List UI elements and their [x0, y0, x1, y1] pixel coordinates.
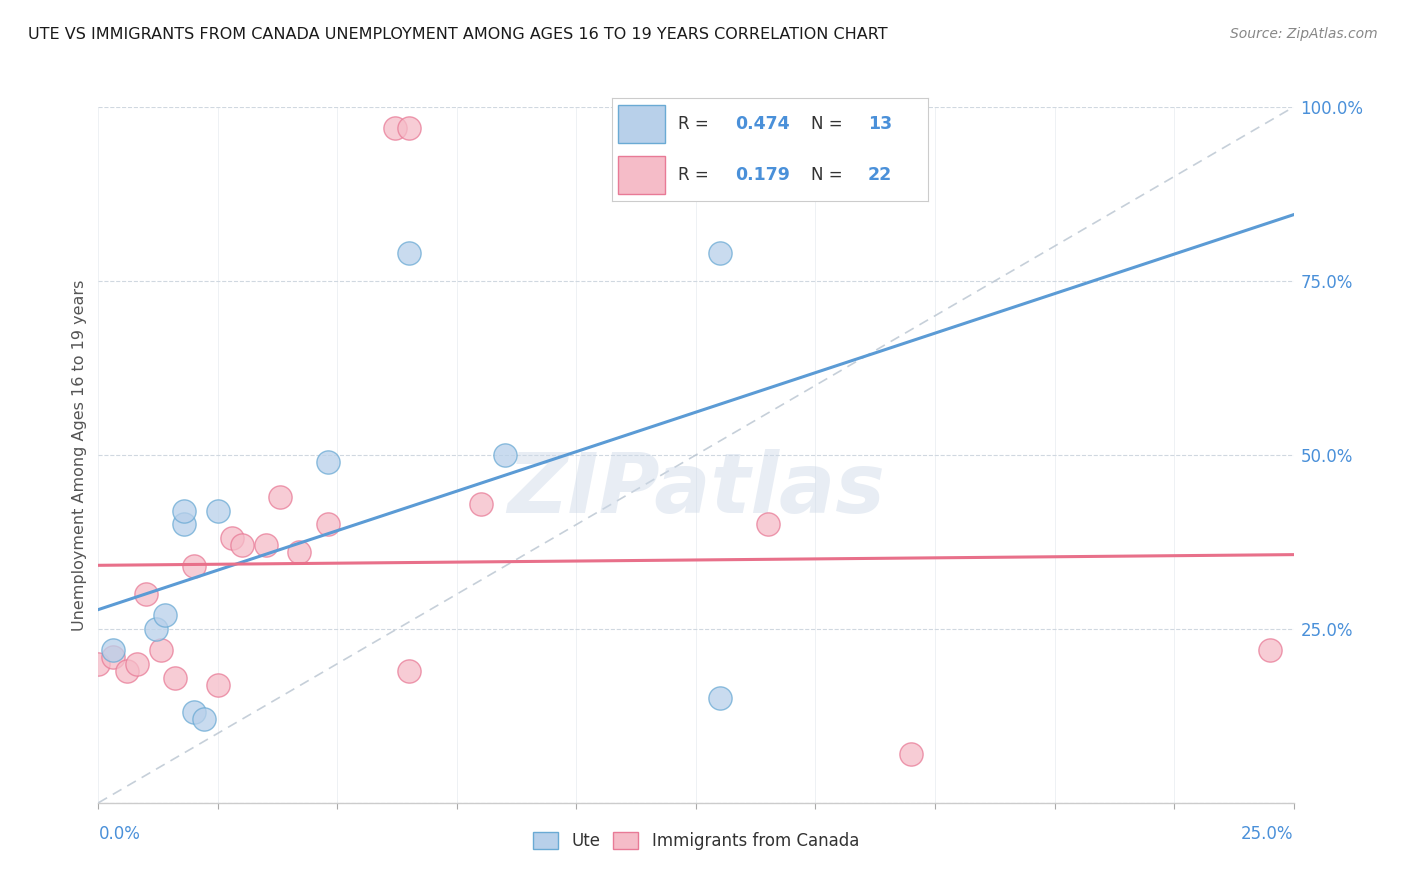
Point	[173, 503, 195, 517]
Point	[269, 490, 291, 504]
FancyBboxPatch shape	[619, 155, 665, 194]
Point	[1258, 642, 1281, 657]
Text: ZIPatlas: ZIPatlas	[508, 450, 884, 530]
Text: UTE VS IMMIGRANTS FROM CANADA UNEMPLOYMENT AMONG AGES 16 TO 19 YEARS CORRELATION: UTE VS IMMIGRANTS FROM CANADA UNEMPLOYME…	[28, 27, 887, 42]
Text: 25.0%: 25.0%	[1241, 825, 1294, 843]
Text: N =: N =	[811, 166, 848, 184]
Point	[173, 517, 195, 532]
Point	[87, 657, 110, 671]
Point	[288, 545, 311, 559]
Text: 13: 13	[868, 115, 891, 133]
Point	[398, 246, 420, 260]
Text: 0.474: 0.474	[735, 115, 790, 133]
Point	[398, 120, 420, 135]
Point	[125, 657, 148, 671]
Text: 22: 22	[868, 166, 891, 184]
Point	[183, 559, 205, 574]
Point	[135, 587, 157, 601]
Point	[115, 664, 138, 678]
Point	[231, 538, 253, 552]
Point	[145, 622, 167, 636]
Point	[207, 677, 229, 691]
Legend: Ute, Immigrants from Canada: Ute, Immigrants from Canada	[526, 826, 866, 857]
Text: R =: R =	[678, 115, 714, 133]
Text: Source: ZipAtlas.com: Source: ZipAtlas.com	[1230, 27, 1378, 41]
Point	[384, 120, 406, 135]
Point	[709, 691, 731, 706]
Point	[183, 706, 205, 720]
Point	[193, 712, 215, 726]
Point	[101, 642, 124, 657]
Point	[316, 455, 339, 469]
Point	[900, 747, 922, 761]
Text: N =: N =	[811, 115, 848, 133]
Point	[221, 532, 243, 546]
Point	[101, 649, 124, 664]
Text: 0.179: 0.179	[735, 166, 790, 184]
Point	[398, 664, 420, 678]
Point	[316, 517, 339, 532]
Point	[207, 503, 229, 517]
Text: R =: R =	[678, 166, 714, 184]
Point	[149, 642, 172, 657]
Point	[494, 448, 516, 462]
Point	[756, 517, 779, 532]
Point	[709, 246, 731, 260]
Point	[254, 538, 277, 552]
Y-axis label: Unemployment Among Ages 16 to 19 years: Unemployment Among Ages 16 to 19 years	[72, 279, 87, 631]
Point	[155, 607, 177, 622]
Point	[163, 671, 186, 685]
Point	[470, 497, 492, 511]
Text: 0.0%: 0.0%	[98, 825, 141, 843]
FancyBboxPatch shape	[619, 105, 665, 144]
